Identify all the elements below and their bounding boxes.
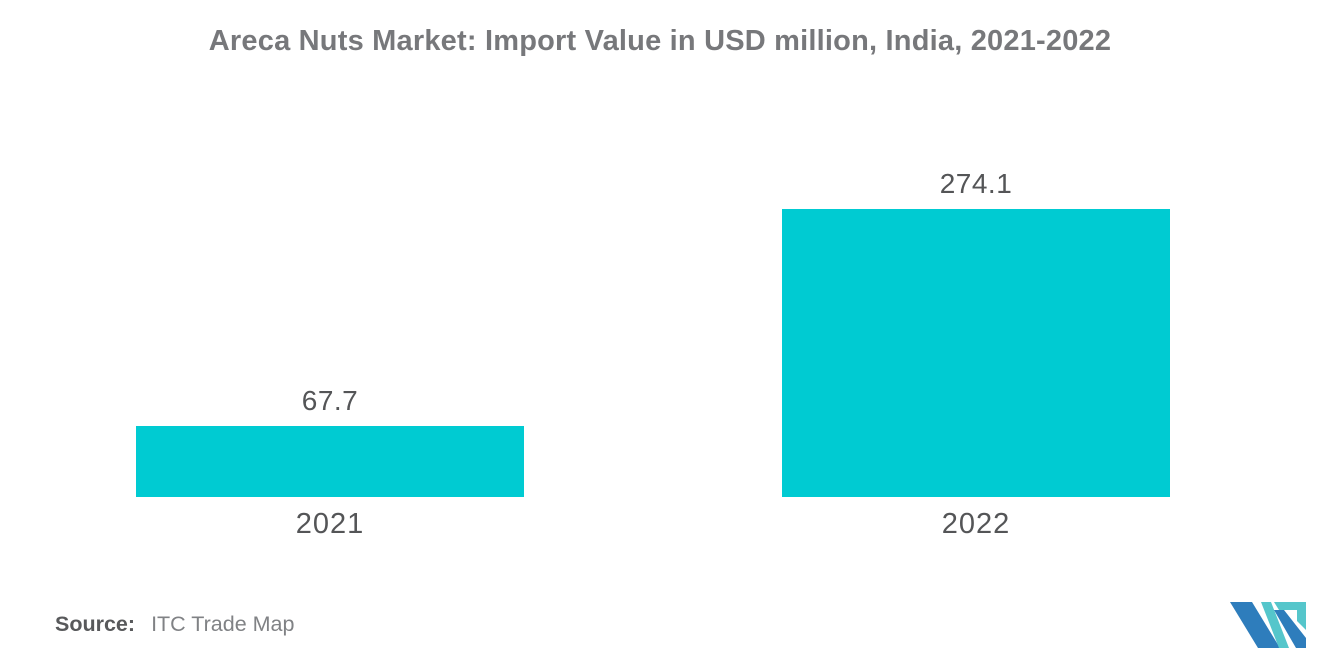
bar-value-label: 67.7 (301, 384, 359, 416)
bar-rect (782, 209, 1170, 497)
chart-title: Areca Nuts Market: Import Value in USD m… (208, 25, 1112, 57)
bar-group: 67.7 2021 (136, 384, 524, 540)
bar-rect (136, 425, 524, 497)
mordor-intelligence-logo (1230, 602, 1306, 648)
bar-group: 274.1 2022 (782, 168, 1170, 540)
bar-category-label: 2022 (941, 508, 1011, 540)
bar-value-label: 274.1 (939, 168, 1013, 200)
source-row: Source: ITC Trade Map (55, 612, 294, 637)
bar-category-label: 2021 (295, 508, 365, 540)
source-text: ITC Trade Map (151, 612, 295, 636)
source-label: Source: (55, 612, 136, 636)
